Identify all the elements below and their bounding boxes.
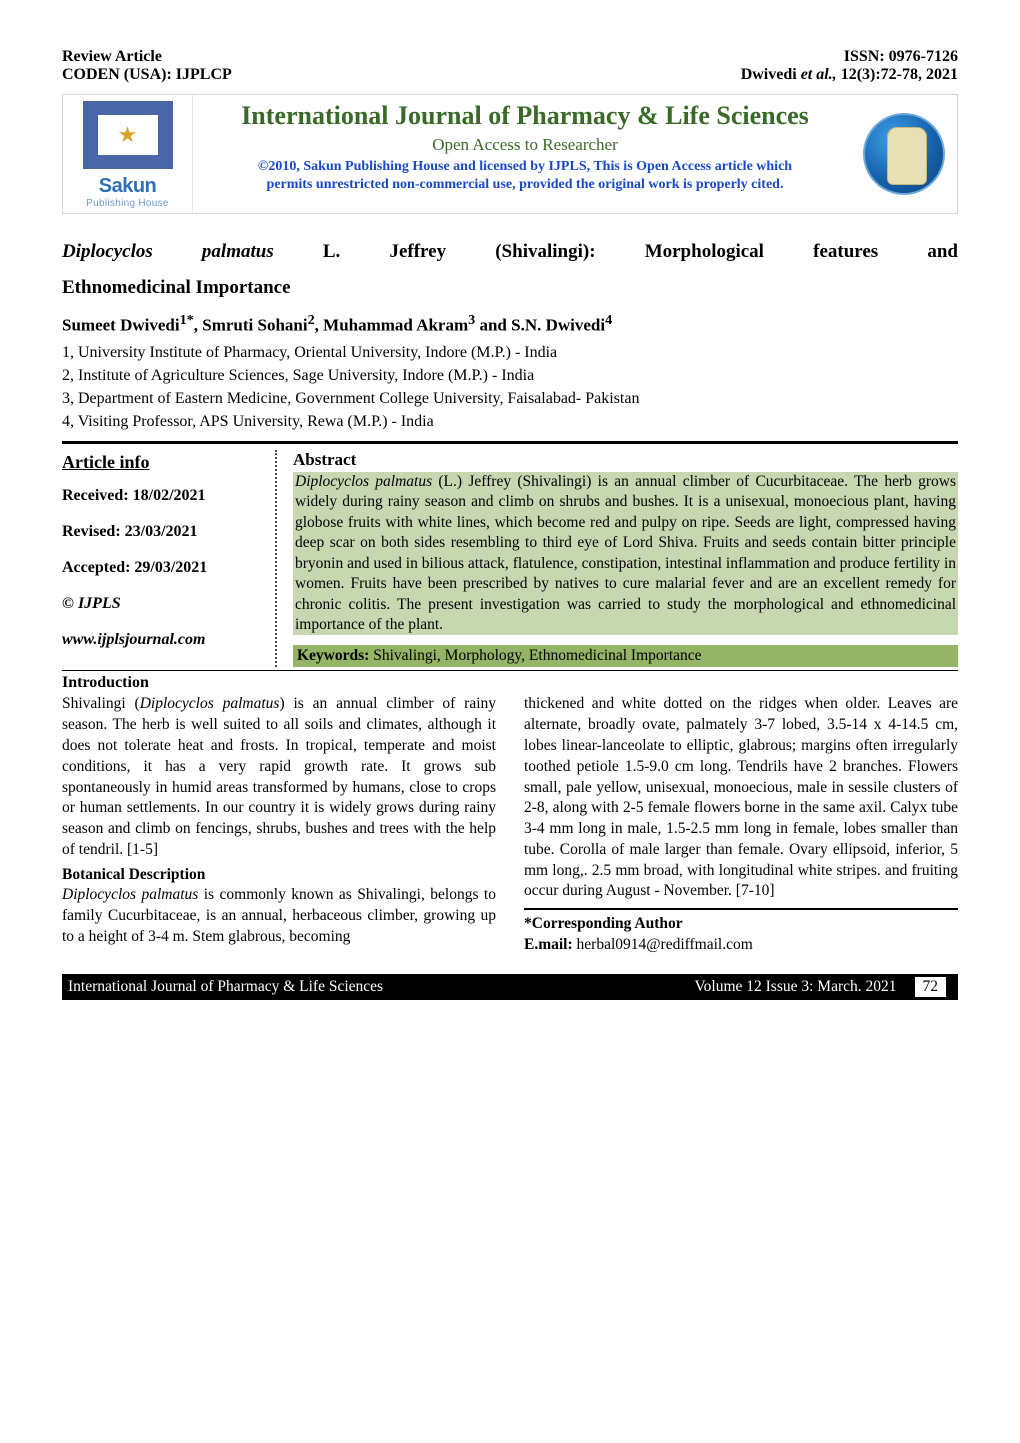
citation-vol: 12(3):72-78, 2021	[841, 66, 958, 83]
citation-author: Dwivedi	[741, 66, 797, 83]
author1: Sumeet Dwivedi	[62, 316, 180, 335]
open-access-line: Open Access to Researcher	[203, 135, 847, 155]
abstract-body: Diplocyclos palmatus (L.) Jeffrey (Shiva…	[293, 472, 958, 636]
journal-seal	[857, 95, 957, 213]
title-italic: Diplocyclos palmatus	[62, 241, 274, 262]
affiliation-2: 2, Institute of Agriculture Sciences, Sa…	[62, 367, 958, 385]
corresponding-label: *Corresponding Author	[524, 915, 683, 932]
seal-icon	[863, 113, 945, 195]
article-type: Review Article	[62, 48, 232, 66]
issn: ISSN: 0976-7126	[741, 48, 958, 66]
publisher-logo: ★ Sakun Publishing House	[63, 95, 193, 213]
body-col-right: thickened and white dotted on the ridges…	[524, 694, 958, 955]
authors-line: Sumeet Dwivedi1*, Smruti Sohani2, Muhamm…	[62, 312, 958, 336]
abstract-col: Abstract Diplocyclos palmatus (L.) Jeffr…	[277, 450, 958, 668]
intro-post: ) is an annual climber of rainy season. …	[62, 695, 496, 857]
accepted-date: Accepted: 29/03/2021	[62, 559, 263, 577]
author4-sup: 4	[605, 312, 612, 328]
body-two-col: Shivalingi (Diplocyclos palmatus) is an …	[62, 694, 958, 955]
abstract-text: (L.) Jeffrey (Shivalingi) is an annual c…	[295, 473, 956, 633]
sakun-flag-icon: ★	[83, 101, 173, 169]
page-footer: International Journal of Pharmacy & Life…	[62, 974, 958, 1000]
article-title: Diplocyclos palmatus L. Jeffrey (Shivali…	[62, 234, 958, 306]
citation-etal: et al.,	[797, 66, 841, 83]
abstract-heading: Abstract	[293, 450, 958, 470]
botanical-species: Diplocyclos palmatus	[62, 886, 198, 903]
corresponding-rule	[524, 908, 958, 910]
author1-sup: 1*	[180, 312, 194, 328]
coden: CODEN (USA): IJPLCP	[62, 66, 232, 84]
keywords-bar: Keywords: Shivalingi, Morphology, Ethnom…	[293, 645, 958, 667]
email-value[interactable]: herbal0914@rediffmail.com	[577, 936, 753, 953]
running-header: Review Article CODEN (USA): IJPLCP ISSN:…	[62, 48, 958, 84]
banner-permits: permits unrestricted non-commercial use,…	[203, 177, 847, 193]
header-right: ISSN: 0976-7126 Dwivedi et al., 12(3):72…	[741, 48, 958, 84]
publisher-sub: Publishing House	[86, 198, 169, 209]
introduction-heading: Introduction	[62, 674, 958, 692]
author2-sup: 2	[308, 312, 315, 328]
abstract-species: Diplocyclos palmatus	[295, 473, 432, 490]
keywords-label: Keywords:	[297, 647, 369, 664]
title-rest: L. Jeffrey (Shivalingi): Morphological f…	[274, 241, 958, 262]
page-number: 72	[915, 977, 947, 997]
rule-top	[62, 441, 958, 444]
author4: and S.N. Dwivedi	[475, 316, 605, 335]
corresponding-author: *Corresponding Author	[524, 914, 958, 935]
affiliation-1: 1, University Institute of Pharmacy, Ori…	[62, 344, 958, 362]
footer-right: Volume 12 Issue 3: March. 2021	[694, 978, 896, 996]
affiliation-4: 4, Visiting Professor, APS University, R…	[62, 413, 958, 431]
author2: , Smruti Sohani	[194, 316, 308, 335]
author3: , Muhammad Akram	[315, 316, 468, 335]
intro-pre: Shivalingi (	[62, 695, 140, 712]
article-info-col: Article info Received: 18/02/2021 Revise…	[62, 450, 277, 668]
info-abstract-block: Article info Received: 18/02/2021 Revise…	[62, 450, 958, 668]
dotted-divider	[275, 450, 277, 668]
footer-left: International Journal of Pharmacy & Life…	[68, 978, 383, 996]
rule-mid	[62, 670, 958, 671]
botanical-heading: Botanical Description	[62, 865, 496, 886]
revised-date: Revised: 23/03/2021	[62, 523, 263, 541]
affiliation-3: 3, Department of Eastern Medicine, Gover…	[62, 390, 958, 408]
article-info-heading: Article info	[62, 452, 263, 473]
journal-url[interactable]: www.ijplsjournal.com	[62, 631, 263, 649]
received-date: Received: 18/02/2021	[62, 487, 263, 505]
col2-text: thickened and white dotted on the ridges…	[524, 695, 958, 899]
citation: Dwivedi et al., 12(3):72-78, 2021	[741, 66, 958, 84]
body-col-left: Shivalingi (Diplocyclos palmatus) is an …	[62, 694, 496, 955]
banner-text: International Journal of Pharmacy & Life…	[193, 95, 857, 213]
publisher-name: Sakun	[99, 175, 157, 198]
journal-title: International Journal of Pharmacy & Life…	[203, 101, 847, 131]
title-line2: Ethnomedicinal Importance	[62, 270, 958, 306]
journal-banner: ★ Sakun Publishing House International J…	[62, 94, 958, 214]
email-label: E.mail:	[524, 936, 577, 953]
copyright-ijpls: © IJPLS	[62, 595, 263, 613]
header-left: Review Article CODEN (USA): IJPLCP	[62, 48, 232, 84]
corresponding-email: E.mail: herbal0914@rediffmail.com	[524, 935, 958, 956]
intro-species: Diplocyclos palmatus	[140, 695, 280, 712]
keywords-text: Shivalingi, Morphology, Ethnomedicinal I…	[369, 647, 701, 664]
banner-copyright: ©2010, Sakun Publishing House and licens…	[203, 159, 847, 175]
